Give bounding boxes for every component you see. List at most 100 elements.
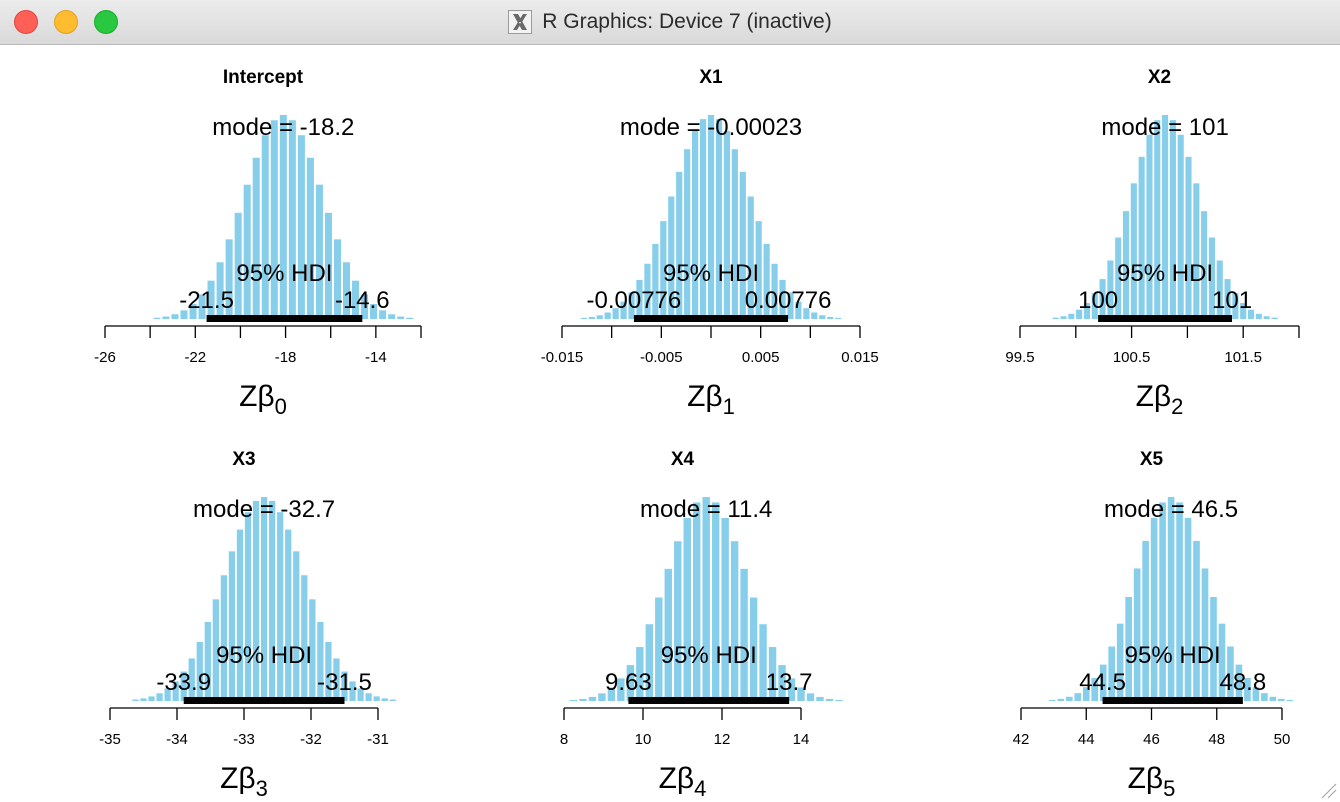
- histogram-bar: [588, 316, 595, 319]
- histogram-bar: [228, 551, 236, 701]
- histogram-bar: [189, 304, 197, 319]
- histogram-bar: [1115, 237, 1122, 319]
- histogram-bar: [172, 681, 179, 701]
- hdi-high-label: 48.8: [1219, 669, 1266, 696]
- x-tick-label: 46: [1143, 731, 1160, 748]
- histogram-bar: [220, 575, 228, 701]
- posterior-panel: -26 -22 -18 -14 Intercept mode = -18.2 95% HDI…: [94, 67, 422, 419]
- minimize-button[interactable]: [54, 10, 78, 34]
- x-tick-label: 44: [1078, 731, 1095, 748]
- hdi-label: 95% HDI: [236, 260, 332, 287]
- mode-label: mode = -0.00023: [620, 114, 802, 141]
- histogram-bar: [1201, 568, 1209, 701]
- histogram-bar: [357, 688, 364, 701]
- histogram-bar: [787, 292, 794, 319]
- x-tick-label: 8: [560, 731, 568, 748]
- x-tick-label: -35: [99, 731, 121, 748]
- x-tick-label: -0.005: [640, 349, 683, 366]
- histogram-bar: [1142, 540, 1149, 701]
- x-axis-label-base: Zβ: [1136, 380, 1172, 413]
- histogram-bar: [252, 157, 260, 319]
- x-axis-label-base: Zβ: [659, 762, 695, 795]
- histogram-bar: [207, 280, 215, 319]
- histogram-bar: [795, 301, 802, 319]
- histogram-bar: [1218, 623, 1226, 701]
- histogram-bar: [216, 262, 224, 319]
- histogram-bar: [301, 575, 308, 701]
- histogram-bar: [588, 696, 597, 701]
- histogram-bar: [1252, 687, 1260, 701]
- histogram-bar: [1167, 497, 1175, 701]
- histogram-bar: [1082, 687, 1090, 701]
- panel-title: Intercept: [223, 67, 304, 88]
- histogram-bar: [1169, 120, 1176, 319]
- zoom-button[interactable]: [94, 10, 118, 34]
- hdi-high-label: 13.7: [766, 669, 813, 696]
- x-axis-label-subscript: 2: [1171, 394, 1183, 419]
- histogram-bar: [759, 624, 767, 701]
- histogram-bar: [406, 317, 414, 319]
- panel-title: X5: [1140, 449, 1164, 470]
- histogram-bar: [1057, 698, 1065, 701]
- histogram-bar: [365, 693, 372, 701]
- hdi-high-label: -31.5: [317, 669, 372, 696]
- histogram-bar: [198, 294, 206, 319]
- hdi-low-label: -0.00776: [587, 287, 682, 314]
- histogram-bar: [620, 301, 627, 319]
- histogram-bar: [721, 517, 729, 701]
- title-group: R Graphics: Device 7 (inactive): [0, 0, 1340, 44]
- histogram-bar: [1146, 134, 1153, 319]
- x-axis-label-base: Zβ: [1128, 762, 1164, 795]
- x-axis-label-subscript: 3: [256, 776, 268, 801]
- histogram-bar: [806, 693, 815, 701]
- x-axis-label: Zβ1: [687, 380, 735, 419]
- histogram-bar: [297, 135, 305, 319]
- x-tick-label: 99.5: [1005, 349, 1034, 366]
- x-tick-label: -22: [184, 349, 206, 366]
- resize-grip-icon[interactable]: [1316, 778, 1338, 800]
- histogram-bar: [692, 130, 699, 319]
- histogram-bar: [162, 316, 170, 319]
- histogram-bar: [730, 541, 739, 701]
- histogram-bar: [596, 315, 603, 319]
- histogram-bar: [604, 312, 611, 319]
- x-tick-label: 0.015: [841, 349, 879, 366]
- histogram-bar: [1116, 623, 1124, 701]
- histogram-bar: [699, 119, 707, 320]
- histogram-bar: [740, 568, 748, 701]
- x-tick-label: -26: [94, 349, 116, 366]
- histogram-bar: [731, 149, 738, 319]
- hdi-high-label: 0.00776: [745, 287, 832, 314]
- histogram-bar: [315, 184, 323, 319]
- histogram-bar: [749, 597, 758, 701]
- title-bar[interactable]: R Graphics: Device 7 (inactive): [0, 0, 1340, 45]
- posterior-panel: -35 -34 -33 -32 -31 X3 mode = -32.7 95% HDI-33.…: [99, 449, 396, 801]
- histogram-bar: [819, 315, 826, 319]
- histogram-bar: [234, 212, 242, 319]
- histogram-bar: [579, 698, 587, 701]
- histogram-bar: [1232, 293, 1239, 319]
- histogram-bar: [1224, 279, 1231, 319]
- close-button[interactable]: [14, 10, 38, 34]
- x-tick-label: -33: [233, 731, 255, 748]
- histogram-bar: [626, 665, 635, 701]
- x-axis-label: Zβ0: [239, 380, 287, 419]
- posterior-panel: 8 10 12 14 X4 mode = 11.4 95% HDI 9.63 13.7 Zβ4: [560, 449, 843, 801]
- histogram-bar: [664, 568, 672, 701]
- histogram-bar: [381, 698, 388, 701]
- panel-title: X2: [1148, 67, 1171, 88]
- x-tick-label: -34: [166, 731, 188, 748]
- hdi-label: 95% HDI: [663, 260, 759, 287]
- histogram-bar: [1269, 696, 1277, 701]
- histogram-bar: [779, 279, 786, 319]
- histogram-bar: [1076, 309, 1083, 319]
- histogram-bar: [1099, 664, 1107, 701]
- histogram-bar: [373, 696, 380, 701]
- histogram-bar: [1133, 568, 1141, 701]
- x-axis-label-base: Zβ: [220, 762, 256, 795]
- histogram-bar: [285, 529, 292, 701]
- histogram-bar: [188, 658, 195, 701]
- histogram-bar: [180, 671, 187, 701]
- histogram-bar: [325, 641, 332, 701]
- x-axis-label: Zβ5: [1128, 762, 1176, 801]
